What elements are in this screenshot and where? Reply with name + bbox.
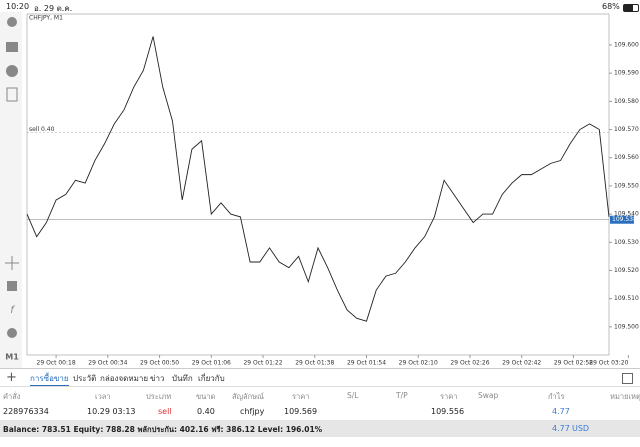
- chart-type-icon[interactable]: [7, 281, 17, 291]
- x-tick-label: 29 Oct 02:42: [502, 360, 541, 367]
- x-tick-label: 29 Oct 01:06: [192, 360, 231, 367]
- column-header: Swap: [478, 391, 499, 400]
- battery: 68%: [602, 2, 620, 11]
- crosshair-icon[interactable]: [5, 256, 19, 270]
- x-tick-label: 29 Oct 02:58: [554, 360, 593, 367]
- open-price: 109.569: [284, 407, 318, 416]
- y-tick-label: 109.600: [614, 42, 639, 49]
- account-summary: Balance: 783.51 Equity: 788.28 พลักประกั…: [3, 425, 323, 434]
- column-header: สัญลักษณ์: [232, 392, 265, 401]
- order-time: 10.29 03:13: [87, 407, 136, 416]
- layout-icon[interactable]: [622, 373, 633, 384]
- chat-icon[interactable]: [6, 65, 18, 77]
- x-tick-label: 29 Oct 03:20: [589, 360, 628, 367]
- y-tick-label: 109.590: [614, 70, 639, 77]
- order-profit: 4.77: [552, 407, 570, 416]
- order-label: sell 0.40: [29, 126, 55, 133]
- column-header: ราคา: [440, 392, 458, 401]
- price-tag: [610, 215, 634, 224]
- account-icon[interactable]: [7, 17, 17, 27]
- chart: f M1 CHFJPY, M1 109.500 109.510 109.520 109…: [0, 12, 639, 368]
- quotes-icon[interactable]: [6, 42, 18, 52]
- y-tick-label: 109.530: [614, 239, 639, 246]
- status-date: อ. 29 ต.ค.: [34, 4, 73, 13]
- timeframe[interactable]: M1: [5, 353, 19, 362]
- current-price: 109.556: [431, 407, 465, 416]
- y-tick-label: 109.580: [614, 98, 639, 105]
- x-tick-label: 29 Oct 02:10: [399, 360, 438, 367]
- order-size: 0.40: [197, 407, 215, 416]
- tab[interactable]: กล่องจดหมาย: [100, 374, 149, 383]
- divider: [0, 368, 640, 369]
- tab[interactable]: การซื้อขาย: [30, 372, 69, 386]
- column-header: คำสั่ง: [3, 392, 21, 401]
- column-header: เวลา: [95, 392, 111, 401]
- x-tick-label: 29 Oct 00:18: [37, 360, 76, 367]
- column-header: T/P: [396, 391, 408, 400]
- column-header: กำไร: [548, 392, 565, 401]
- order-type: sell: [158, 407, 172, 416]
- chart-title: CHFJPY, M1: [29, 15, 63, 22]
- column-header: ราคา: [292, 392, 310, 401]
- objects-icon[interactable]: [7, 328, 17, 338]
- tab[interactable]: เกี่ยวกับ: [198, 374, 225, 383]
- order-id: 228976334: [3, 407, 49, 416]
- tab[interactable]: ข่าว: [150, 374, 165, 383]
- add-button[interactable]: +: [6, 370, 17, 385]
- tab[interactable]: บันทึก: [172, 374, 193, 383]
- price-label: 109.538: [612, 216, 637, 223]
- x-tick-label: 29 Oct 00:34: [88, 360, 127, 367]
- column-header: ขนาด: [196, 392, 216, 401]
- column-header: S/L: [347, 391, 359, 400]
- x-tick-label: 29 Oct 01:54: [347, 360, 386, 367]
- y-tick-label: 109.570: [614, 126, 639, 133]
- y-tick-label: 109.510: [614, 295, 639, 302]
- x-tick-label: 29 Oct 01:22: [243, 360, 282, 367]
- tab[interactable]: ประวัติ: [73, 374, 97, 383]
- total-profit: 4.77: [552, 424, 570, 433]
- x-tick-label: 29 Oct 00:50: [140, 360, 179, 367]
- currency: USD: [572, 424, 590, 433]
- price-line-series: [26, 36, 610, 322]
- column-header: หมายเหตุ: [610, 392, 640, 401]
- battery-icon: [623, 4, 639, 12]
- x-tick-label: 29 Oct 02:26: [450, 360, 489, 367]
- y-tick-label: 109.550: [614, 182, 639, 189]
- y-tick-label: 109.500: [614, 323, 639, 330]
- y-tick-label: 109.540: [614, 211, 639, 218]
- order-symbol: chfjpy: [240, 407, 265, 416]
- column-header: ประเภท: [146, 392, 172, 401]
- y-tick-label: 109.560: [614, 154, 639, 161]
- summary-bar: [0, 420, 640, 437]
- plot-frame: [26, 13, 610, 356]
- indicator-icon[interactable]: f: [10, 305, 15, 316]
- divider: [0, 386, 640, 387]
- new-order-icon[interactable]: [6, 87, 18, 102]
- x-tick-label: 29 Oct 01:38: [295, 360, 334, 367]
- status-time: 10:20: [6, 2, 30, 11]
- y-tick-label: 109.520: [614, 267, 639, 274]
